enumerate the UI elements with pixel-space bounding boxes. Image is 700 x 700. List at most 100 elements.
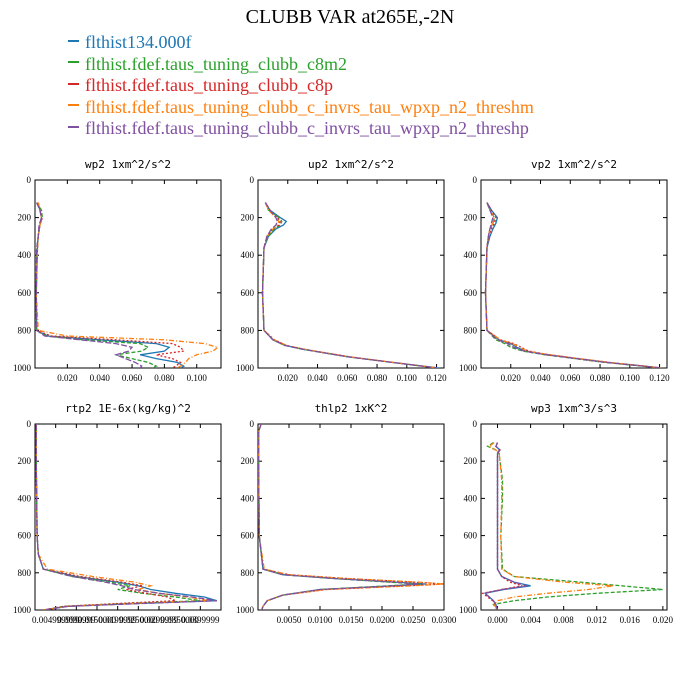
figure-title: CLUBB VAR at265E,-2N <box>245 6 455 28</box>
y-tick-label: 0 <box>250 175 255 185</box>
x-tick-label: 0.060 <box>560 373 581 383</box>
x-tick-label: 0.020 <box>501 373 522 383</box>
series-line <box>488 442 614 610</box>
y-tick-label: 400 <box>464 493 478 503</box>
y-tick-label: 600 <box>18 288 32 298</box>
x-tick-label: 0.020 <box>57 373 78 383</box>
x-tick-label: 0.008 <box>554 615 575 625</box>
series-line <box>35 202 158 368</box>
x-tick-label: 0.012 <box>587 615 607 625</box>
x-tick-label: 0.040 <box>307 373 328 383</box>
panel: wp2 1xm^2/s^2 0 200 400 600 800 1000 0.020 0.040… <box>13 158 222 383</box>
panel-title: wp3 1xm^3/s^3 <box>531 402 617 415</box>
series-line <box>261 202 437 368</box>
y-tick-label: 800 <box>464 568 478 578</box>
panel: thlp2 1xK^2 0 200 400 600 800 1000 0.0050 0.0100… <box>236 402 457 625</box>
legend-item: flthist.fdef.taus_tuning_clubb_c8p <box>68 75 534 97</box>
x-tick-label: 0.060 <box>122 373 143 383</box>
y-tick-label: 1000 <box>459 363 478 373</box>
plot-frame <box>257 179 445 369</box>
legend: flthist134.000f flthist.fdef.taus_tuning… <box>68 32 534 140</box>
panel-title: up2 1xm^2/s^2 <box>308 158 394 171</box>
y-tick-label: 1000 <box>236 363 255 373</box>
legend-item: flthist.fdef.taus_tuning_clubb_c_invrs_t… <box>68 118 534 140</box>
legend-swatch <box>68 61 79 64</box>
x-tick-label: 0.004 <box>520 615 541 625</box>
legend-label: flthist.fdef.taus_tuning_clubb_c8m2 <box>85 53 347 74</box>
y-tick-label: 600 <box>18 531 32 541</box>
y-tick-label: 200 <box>464 456 478 466</box>
series-line <box>486 442 663 610</box>
series-line <box>484 202 660 368</box>
series-line <box>261 202 439 368</box>
x-tick-label: 0.0200 <box>370 615 395 625</box>
y-tick-label: 400 <box>18 250 32 260</box>
y-tick-label: 800 <box>18 568 32 578</box>
legend-swatch <box>68 82 79 85</box>
x-tick-label: 0.020 <box>278 373 299 383</box>
x-tick-label: 0.100 <box>397 373 418 383</box>
x-tick-label: 0.020 <box>653 615 674 625</box>
x-tick-label: 0.080 <box>154 373 175 383</box>
x-tick-label: 0.0150 <box>339 615 364 625</box>
y-tick-label: 1000 <box>459 605 478 615</box>
panel-title: wp2 1xm^2/s^2 <box>85 158 171 171</box>
y-tick-label: 800 <box>241 568 255 578</box>
legend-label: flthist134.000f <box>85 32 192 52</box>
y-tick-label: 600 <box>464 531 478 541</box>
y-tick-label: 1000 <box>13 605 32 615</box>
legend-swatch <box>68 39 79 42</box>
y-tick-label: 600 <box>241 288 255 298</box>
x-tick-label: 0.0250 <box>401 615 426 625</box>
y-tick-label: 0 <box>473 175 478 185</box>
series-line <box>484 202 660 368</box>
x-tick-label: 0.0300 <box>432 615 457 625</box>
y-tick-label: 400 <box>241 250 255 260</box>
y-tick-label: 200 <box>241 213 255 223</box>
plot-frame <box>34 179 222 369</box>
x-tick-label: 0.0399999 <box>181 615 220 625</box>
x-tick-label: 0.060 <box>337 373 358 383</box>
x-tick-label: 0.0100 <box>308 615 333 625</box>
y-tick-label: 800 <box>18 325 32 335</box>
legend-item: flthist.fdef.taus_tuning_clubb_c_invrs_t… <box>68 97 534 119</box>
y-tick-label: 800 <box>241 325 255 335</box>
y-tick-label: 1000 <box>13 363 32 373</box>
x-tick-label: 0.0199999 <box>99 615 138 625</box>
x-tick-label: 0.100 <box>620 373 641 383</box>
y-tick-label: 200 <box>464 213 478 223</box>
x-tick-label: 0.080 <box>590 373 611 383</box>
y-tick-label: 600 <box>241 531 255 541</box>
y-tick-label: 200 <box>18 213 32 223</box>
x-tick-label: 0.0350000 <box>161 615 200 625</box>
series-line <box>258 424 420 610</box>
x-tick-label: 0.080 <box>367 373 388 383</box>
series-line <box>35 202 143 368</box>
legend-label: flthist.fdef.taus_tuning_clubb_c_invrs_t… <box>85 118 529 138</box>
series-line <box>258 424 444 610</box>
series-line <box>261 202 437 368</box>
x-tick-label: 0.0150000 <box>78 615 117 625</box>
panel-title: rtp2 1E-6x(kg/kg)^2 <box>65 402 191 415</box>
x-tick-label: 0.040 <box>90 373 111 383</box>
y-tick-label: 400 <box>241 493 255 503</box>
series-line <box>35 202 220 368</box>
series-line <box>35 424 217 610</box>
plot-frame <box>480 423 668 611</box>
y-tick-label: 400 <box>18 493 32 503</box>
plot-frame <box>257 423 445 611</box>
x-tick-label: 0.0299999 <box>140 615 179 625</box>
x-tick-label: 0.016 <box>620 615 641 625</box>
y-tick-label: 200 <box>18 456 32 466</box>
y-tick-label: 1000 <box>236 605 255 615</box>
series-line <box>261 202 440 368</box>
plot-frame <box>34 423 222 611</box>
panel-title: vp2 1xm^2/s^2 <box>531 158 617 171</box>
y-tick-label: 0 <box>473 419 478 429</box>
x-tick-label: 0.004999999 <box>32 615 80 625</box>
x-tick-label: 0.120 <box>649 373 670 383</box>
x-tick-label: 0.0099999 <box>57 615 96 625</box>
series-line <box>258 424 420 610</box>
series-line <box>484 202 662 368</box>
